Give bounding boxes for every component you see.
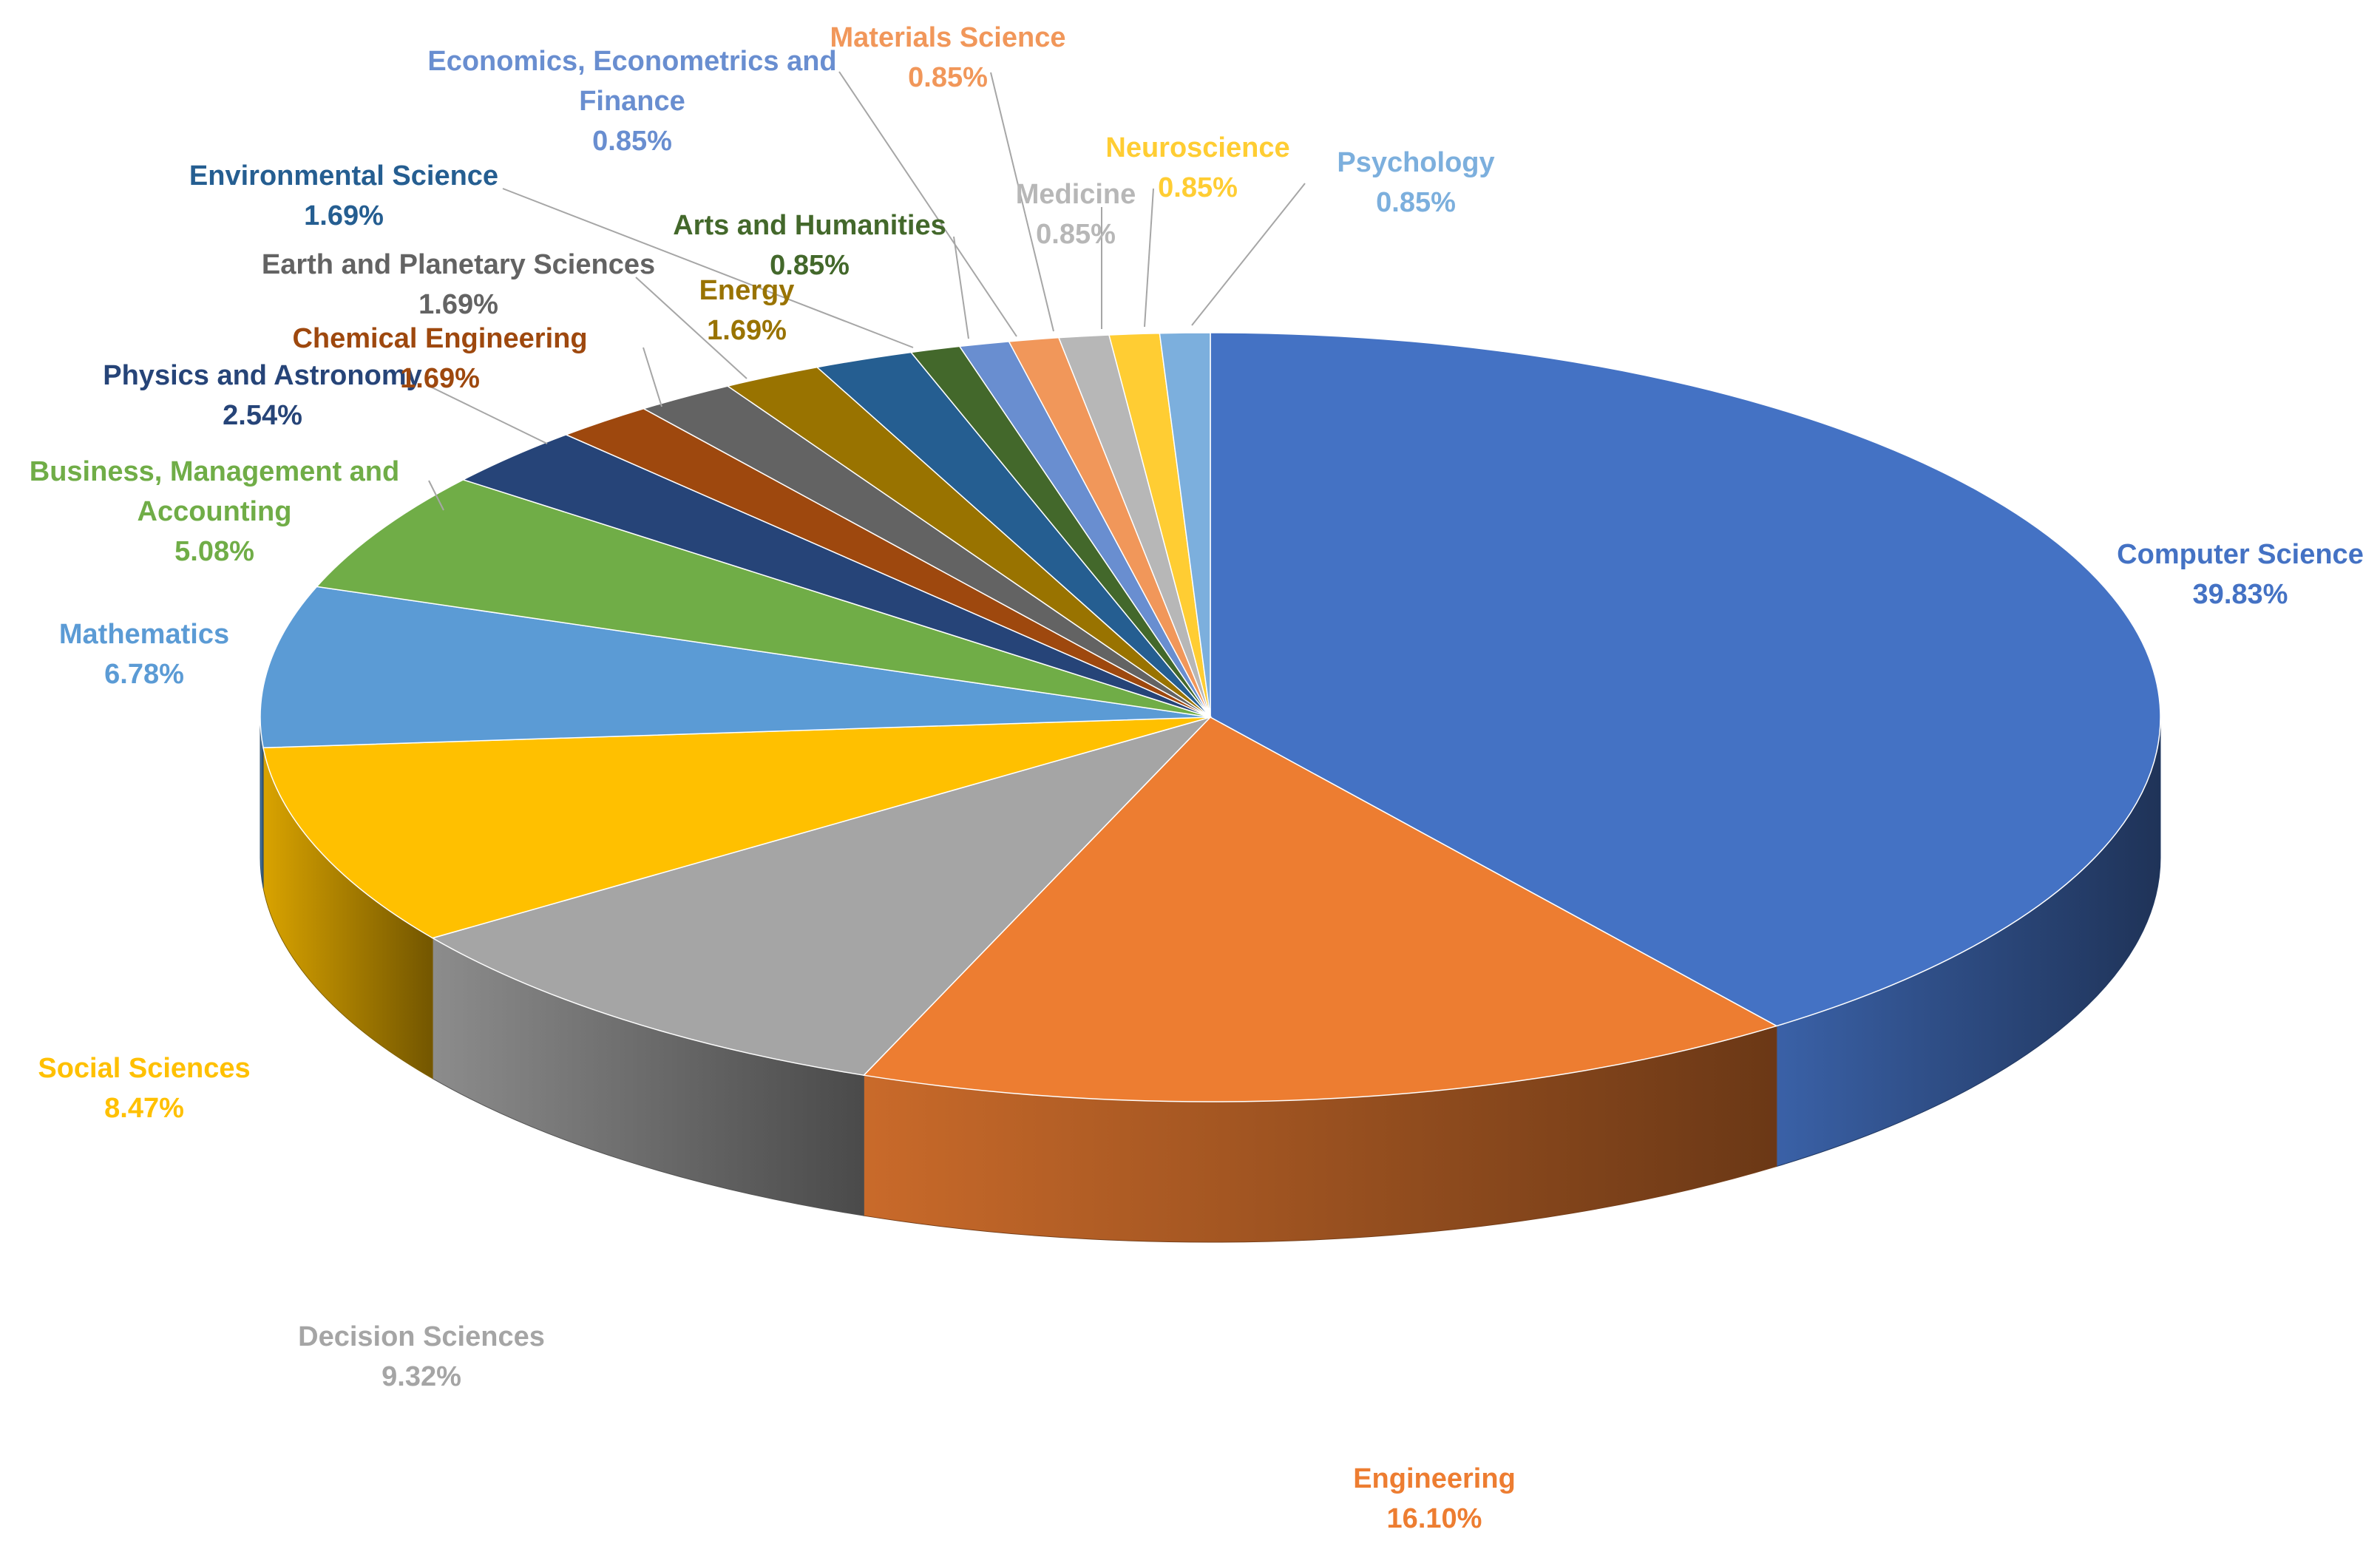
slice-label-9: Energy — [699, 275, 795, 306]
slice-label-8: Earth and Planetary Sciences — [262, 249, 655, 280]
pie-slice-2 — [431, 716, 1213, 1076]
leader-line-10 — [502, 188, 914, 348]
leader-line-12 — [838, 71, 1017, 337]
slice-label-2: Decision Sciences — [298, 1321, 545, 1352]
slice-label-13: Materials Science — [830, 22, 1066, 53]
slice-label-10: Environmental Science — [189, 160, 498, 192]
slice-value-1: 16.10% — [1387, 1503, 1482, 1534]
slice-label-12: Economics, Econometrics and Finance — [427, 46, 836, 117]
leader-line-7 — [643, 347, 662, 407]
slice-value-2: 9.32% — [382, 1361, 461, 1392]
slice-value-8: 1.69% — [418, 289, 498, 320]
slice-label-11: Arts and Humanities — [673, 210, 946, 241]
leader-line-11 — [953, 236, 969, 339]
leader-line-16 — [1191, 183, 1306, 326]
slice-label-16: Psychology — [1337, 147, 1494, 178]
slice-value-9: 1.69% — [707, 315, 787, 346]
slice-value-13: 0.85% — [908, 62, 988, 93]
slice-value-12: 0.85% — [592, 126, 672, 157]
leader-line-15 — [1144, 188, 1154, 328]
pie-slice-4 — [260, 586, 1211, 749]
slice-value-0: 39.83% — [2193, 579, 2288, 610]
leader-line-13 — [990, 72, 1054, 332]
slice-label-1: Engineering — [1353, 1463, 1516, 1494]
leader-line-5 — [428, 480, 444, 511]
pie-slice-0 — [1210, 332, 2161, 1027]
slice-value-5: 5.08% — [174, 536, 254, 567]
slice-value-10: 1.69% — [304, 200, 384, 231]
slice-label-0: Computer Science — [2117, 539, 2364, 570]
slice-label-14: Medicine — [1016, 179, 1136, 210]
slice-value-7: 1.69% — [400, 363, 480, 394]
slice-value-4: 6.78% — [104, 659, 184, 690]
pie-slice-5 — [315, 478, 1211, 718]
slice-value-15: 0.85% — [1158, 172, 1238, 203]
pie-slice-16 — [1159, 332, 1211, 718]
pie-slice-1 — [862, 716, 1778, 1102]
slice-label-7: Chemical Engineering — [292, 323, 587, 354]
slice-value-14: 0.85% — [1036, 219, 1116, 250]
leader-line-6 — [428, 385, 548, 444]
slice-label-4: Mathematics — [59, 619, 229, 650]
slice-value-11: 0.85% — [770, 250, 850, 281]
slice-label-15: Neuroscience — [1105, 132, 1289, 163]
slice-label-6: Physics and Astronomy — [103, 360, 422, 391]
slice-value-6: 2.54% — [223, 400, 302, 431]
pie-slice-3 — [262, 716, 1211, 939]
slice-value-3: 8.47% — [104, 1093, 184, 1124]
slice-label-3: Social Sciences — [38, 1053, 250, 1084]
leader-line-8 — [635, 277, 747, 379]
slice-label-5: Business, Management and Accounting — [30, 456, 399, 527]
slice-value-16: 0.85% — [1376, 187, 1456, 218]
